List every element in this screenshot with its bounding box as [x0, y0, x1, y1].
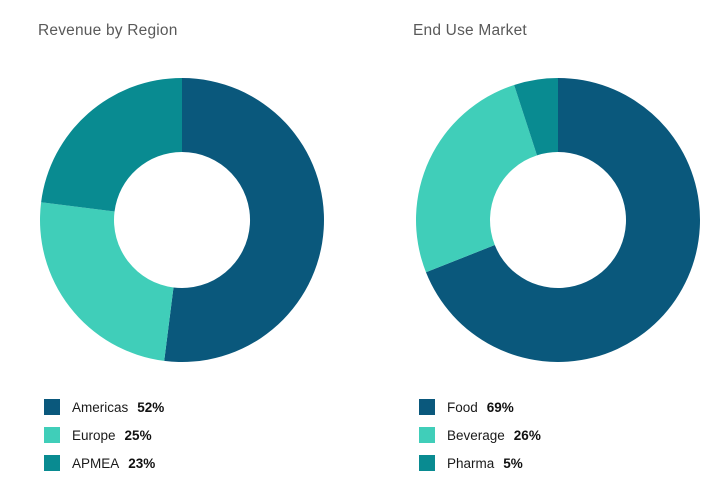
legend-label-apmea: APMEA	[72, 455, 120, 471]
legend-label-europe: Europe	[72, 427, 116, 443]
legend-item-americas: Americas 52%	[44, 399, 164, 415]
donut-slice-beverage	[416, 84, 537, 273]
legend-label-beverage: Beverage	[447, 427, 505, 443]
legend-item-apmea: APMEA 23%	[44, 455, 164, 471]
donut-slice-food	[425, 78, 700, 362]
legend-label-pharma: Pharma	[447, 455, 495, 471]
legend-swatch-europe	[44, 427, 60, 443]
legend-value-europe: 25%	[124, 427, 152, 443]
legend-swatch-beverage	[419, 427, 435, 443]
donut-slice-pharma	[514, 78, 558, 156]
legend-swatch-pharma	[419, 455, 435, 471]
legend-value-americas: 52%	[137, 399, 165, 415]
legend-item-food: Food 69%	[419, 399, 541, 415]
legend-value-apmea: 23%	[128, 455, 156, 471]
legend-revenue-by-region: Americas 52% Europe 25% APMEA 23%	[44, 399, 164, 483]
legend-swatch-apmea	[44, 455, 60, 471]
legend-label-food: Food	[447, 399, 478, 415]
legend-item-pharma: Pharma 5%	[419, 455, 541, 471]
donut-slice-apmea	[41, 78, 183, 212]
legend-end-use-market: Food 69% Beverage 26% Pharma 5%	[419, 399, 541, 483]
donut-slice-americas	[164, 78, 324, 362]
legend-value-food: 69%	[486, 399, 514, 415]
legend-value-beverage: 26%	[513, 427, 541, 443]
legend-label-americas: Americas	[72, 399, 129, 415]
donut-chart-end-use-market	[416, 78, 700, 362]
donut-slice-europe	[40, 202, 174, 361]
legend-item-europe: Europe 25%	[44, 427, 164, 443]
legend-swatch-americas	[44, 399, 60, 415]
legend-swatch-food	[419, 399, 435, 415]
chart-title-end-use-market: End Use Market	[413, 22, 527, 39]
legend-item-beverage: Beverage 26%	[419, 427, 541, 443]
chart-title-revenue-by-region: Revenue by Region	[38, 22, 178, 39]
donut-chart-revenue-by-region	[40, 78, 324, 362]
legend-value-pharma: 5%	[503, 455, 523, 471]
